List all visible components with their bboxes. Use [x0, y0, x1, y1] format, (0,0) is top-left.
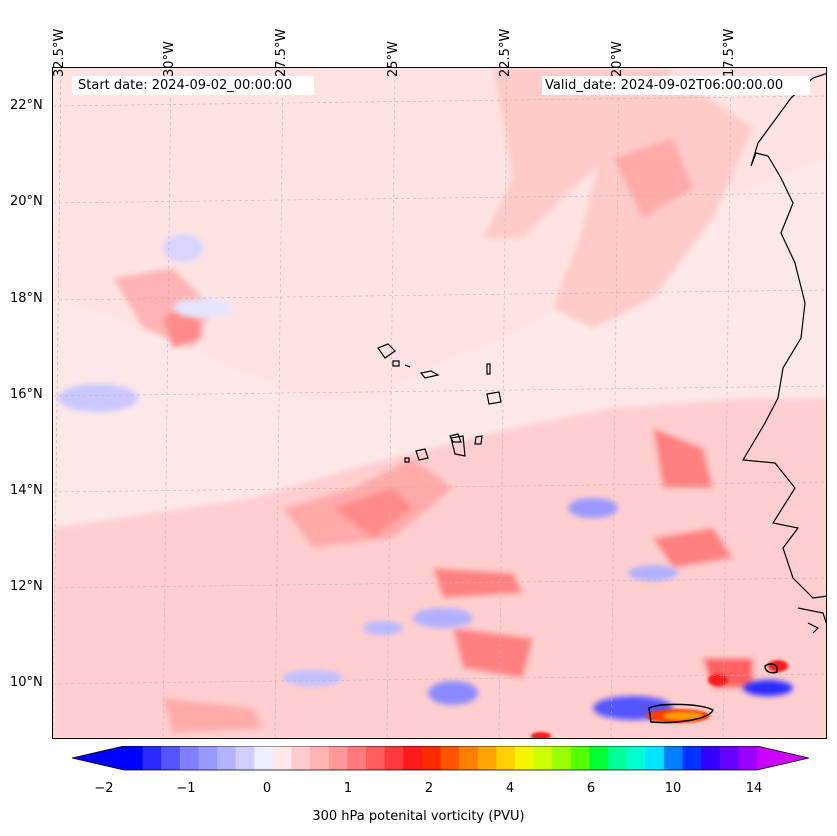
lat-label: 22°N: [10, 98, 43, 113]
colorbar-tick-label: 4: [505, 781, 515, 796]
colorbar-tick-label: 0: [262, 781, 272, 796]
lon-label: 17.5°W: [722, 28, 737, 77]
coastline: [741, 73, 826, 634]
colorbar-segment: [626, 746, 646, 770]
colorbar-segment: [477, 746, 497, 770]
colorbar-tick-label: −2: [94, 781, 114, 796]
colorbar-segment: [552, 746, 572, 770]
lat-label: 18°N: [10, 291, 43, 306]
colorbar-segment: [142, 746, 162, 770]
colorbar-segment: [645, 746, 665, 770]
colorbar-tick-label: 6: [586, 781, 596, 796]
map-panel: [52, 67, 827, 739]
colorbar-segment: [738, 746, 758, 770]
colorbar-segment: [124, 746, 144, 770]
colorbar-extend-low: [72, 746, 124, 770]
colorbar-segment: [496, 746, 516, 770]
colorbar-segment: [719, 746, 739, 770]
colorbar-segment: [701, 746, 721, 770]
colorbar-segment: [179, 746, 199, 770]
colorbar-segment: [514, 746, 535, 770]
lon-label: 27.5°W: [274, 28, 289, 77]
colorbar-segment: [254, 746, 274, 770]
start-date-label: Start date: 2024-09-02_00:00:00: [72, 76, 314, 95]
colorbar-segment: [403, 746, 423, 770]
lat-label: 20°N: [10, 194, 43, 209]
colorbar-segment: [663, 746, 684, 770]
lon-label: 22.5°W: [498, 28, 513, 77]
colorbar-tick-label: −1: [176, 781, 196, 796]
colorbar-segment: [291, 746, 311, 770]
colorbar-segment: [459, 746, 479, 770]
colorbar-segment: [328, 746, 348, 770]
colorbar-segment: [198, 746, 218, 770]
colorbar-segment: [440, 746, 460, 770]
cape-verde-islands: [377, 343, 502, 463]
lon-label: 20°W: [610, 41, 625, 77]
colorbar-segment: [589, 746, 609, 770]
colorbar-segment: [235, 746, 255, 770]
colorbar-segment: [608, 746, 628, 770]
lat-lon-gridlines: [53, 68, 826, 738]
lat-label: 10°N: [10, 675, 43, 690]
colorbar-segment: [161, 746, 181, 770]
colorbar-tick-label: 2: [424, 781, 434, 796]
colorbar-tick-label: 10: [664, 781, 682, 796]
colorbar-segment: [310, 746, 330, 770]
lat-label: 16°N: [10, 387, 43, 402]
pv-2-contour: [648, 663, 779, 724]
lon-label: 32.5°W: [52, 28, 67, 77]
lon-label: 30°W: [162, 41, 177, 77]
lat-label: 14°N: [10, 483, 43, 498]
lon-label: 25°W: [386, 41, 401, 77]
lat-label: 12°N: [10, 579, 43, 594]
colorbar-segment: [347, 746, 367, 770]
colorbar-title: 300 hPa potenital vorticity (PVU): [312, 809, 525, 824]
colorbar-outline: [72, 746, 809, 771]
colorbar-segment: [217, 746, 237, 770]
pv-blue-regions: [58, 234, 793, 720]
colorbar-segment: [272, 746, 293, 770]
colorbar-segment: [384, 746, 404, 770]
colorbar-tick-label: 14: [745, 781, 763, 796]
colorbar-segment: [682, 746, 702, 770]
colorbar-segment: [533, 746, 553, 770]
colorbar-segment: [570, 746, 590, 770]
colorbar-segment: [421, 746, 441, 770]
colorbar-segment: [366, 746, 386, 770]
valid-date-label: Valid_date: 2024-09-02T06:00:00.00: [542, 76, 810, 95]
colorbar-tick-label: 1: [343, 781, 353, 796]
pv-pink-regions: [53, 68, 826, 738]
colorbar: [72, 746, 809, 771]
pv-field-map: [53, 68, 826, 738]
colorbar-extend-high: [757, 746, 809, 770]
